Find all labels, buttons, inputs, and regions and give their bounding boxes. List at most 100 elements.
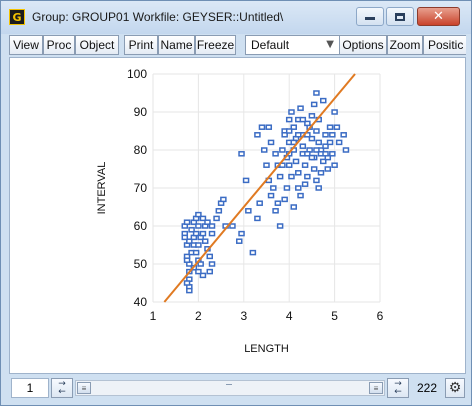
observation-scrollbar[interactable]: ≡ ≡	[75, 380, 385, 396]
name-button[interactable]: Name	[158, 35, 195, 55]
data-point	[230, 224, 235, 228]
title-bar[interactable]: G Group: GROUP01 Workfile: GEYSER::Untit…	[1, 1, 471, 34]
data-point	[185, 281, 190, 285]
data-point	[214, 216, 219, 220]
y-tick-label: 40	[134, 295, 148, 309]
maximize-button[interactable]	[386, 7, 414, 26]
close-icon: ✕	[433, 9, 444, 24]
proc-button[interactable]: Proc	[43, 35, 75, 55]
y-tick-label: 90	[134, 105, 148, 119]
data-point	[210, 232, 215, 236]
data-point	[257, 201, 262, 205]
left-arrow-icon: ←	[394, 388, 402, 396]
data-point	[284, 186, 289, 190]
data-point	[289, 175, 294, 179]
data-point	[323, 152, 328, 156]
data-point	[273, 152, 278, 156]
data-point	[182, 235, 187, 239]
y-tick-label: 80	[134, 143, 148, 157]
data-point	[294, 159, 299, 163]
data-point	[196, 224, 201, 228]
status-bar: 1 → ← ≡ ≡ → ← 222 ⚙	[9, 375, 466, 401]
scroll-grip	[226, 384, 232, 390]
position-button[interactable]: Positic	[423, 35, 466, 55]
display-type-select[interactable]: Default ▼	[245, 35, 341, 55]
data-point	[296, 171, 301, 175]
data-point	[309, 114, 314, 118]
data-point	[216, 209, 221, 213]
x-axis-label: LENGTH	[244, 343, 289, 355]
data-point	[318, 171, 323, 175]
current-observation[interactable]: 1	[11, 378, 49, 398]
gear-icon[interactable]: ⚙	[445, 378, 465, 398]
data-point	[259, 125, 264, 129]
data-point	[298, 194, 303, 198]
data-point	[271, 186, 276, 190]
print-button[interactable]: Print	[124, 35, 158, 55]
data-point	[185, 220, 190, 224]
zoom-button[interactable]: Zoom	[387, 35, 423, 55]
data-point	[264, 163, 269, 167]
data-point	[316, 140, 321, 144]
minimize-button[interactable]	[356, 7, 384, 26]
step-left-button[interactable]: → ←	[51, 378, 73, 398]
data-point	[266, 125, 271, 129]
x-tick-label: 1	[150, 309, 157, 323]
data-point	[305, 175, 310, 179]
data-point	[296, 133, 301, 137]
data-point	[239, 232, 244, 236]
data-point	[196, 243, 201, 247]
data-point	[309, 156, 314, 160]
data-point	[278, 175, 283, 179]
options-button[interactable]: Options	[339, 35, 387, 55]
data-point	[323, 133, 328, 137]
data-point	[282, 197, 287, 201]
data-point	[194, 251, 199, 255]
data-point	[210, 262, 215, 266]
y-axis-label: INTERVAL	[96, 162, 108, 215]
data-point	[280, 148, 285, 152]
data-point	[244, 178, 249, 182]
window-title: Group: GROUP01 Workfile: GEYSER::Untitle…	[32, 10, 283, 24]
x-tick-label: 5	[331, 309, 338, 323]
graph-area[interactable]: 1 2 3 4 5 6 40 50 60 70 80 90 100 LENGTH INTERVAL	[9, 57, 466, 374]
data-point	[196, 270, 201, 274]
data-point	[287, 129, 292, 133]
scroll-right-thumb[interactable]: ≡	[369, 382, 383, 394]
data-point	[207, 254, 212, 258]
data-point	[187, 289, 192, 293]
scroll-left-thumb[interactable]: ≡	[77, 382, 91, 394]
y-tick-label: 100	[127, 67, 147, 81]
data-point	[325, 167, 330, 171]
data-point	[273, 209, 278, 213]
x-tick-label: 2	[195, 309, 202, 323]
close-button[interactable]: ✕	[417, 7, 460, 26]
data-point	[328, 140, 333, 144]
group-icon: G	[9, 9, 25, 25]
x-tick-label: 3	[240, 309, 247, 323]
data-point	[221, 197, 226, 201]
data-point	[316, 186, 321, 190]
data-point	[262, 148, 267, 152]
data-point	[312, 102, 317, 106]
data-point	[269, 194, 274, 198]
freeze-button[interactable]: Freeze	[195, 35, 236, 55]
data-point	[200, 232, 205, 236]
data-point	[343, 148, 348, 152]
dropdown-arrow-icon: ▼	[326, 39, 334, 50]
maximize-icon	[395, 13, 405, 21]
data-point	[321, 99, 326, 103]
data-point	[334, 125, 339, 129]
data-point	[287, 163, 292, 167]
data-point	[330, 152, 335, 156]
data-point	[314, 178, 319, 182]
view-button[interactable]: View	[9, 35, 43, 55]
y-tick-label: 50	[134, 257, 148, 271]
object-button[interactable]: Object	[75, 35, 119, 55]
data-point	[210, 224, 215, 228]
object-toolbar: View Proc Object Print Name Freeze Defau…	[9, 34, 466, 56]
data-point	[278, 224, 283, 228]
data-point	[328, 125, 333, 129]
data-point	[332, 110, 337, 114]
step-right-button[interactable]: → ←	[387, 378, 409, 398]
